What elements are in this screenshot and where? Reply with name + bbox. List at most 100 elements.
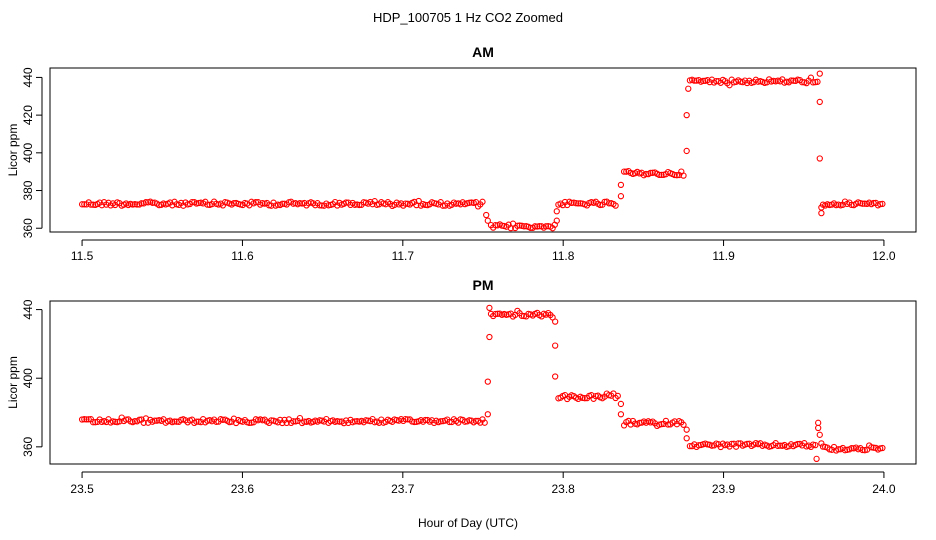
- data-point: [520, 223, 528, 230]
- data-point: [518, 312, 525, 319]
- data-point: [422, 201, 429, 209]
- x-tick-label: 11.9: [712, 249, 735, 263]
- data-point: [577, 200, 584, 207]
- data-point: [492, 310, 499, 318]
- data-point: [437, 418, 444, 425]
- data-point: [89, 419, 97, 426]
- data-point: [680, 421, 687, 428]
- data-point: [656, 171, 663, 179]
- x-tick-label: 24.0: [872, 482, 896, 496]
- data-point: [193, 418, 200, 425]
- y-tick-label: 440: [21, 67, 35, 87]
- data-point: [553, 208, 560, 215]
- y-tick-label: 380: [21, 180, 35, 200]
- data-point: [658, 420, 665, 428]
- data-point: [812, 78, 819, 86]
- data-point: [818, 204, 825, 211]
- y-tick-label: 400: [21, 142, 35, 162]
- data-point: [486, 304, 493, 312]
- data-point: [597, 201, 604, 209]
- data-segment: [620, 167, 687, 179]
- data-point: [274, 201, 282, 208]
- data-point: [879, 200, 886, 208]
- y-axis-label: Licor ppm: [6, 356, 20, 409]
- data-point: [531, 223, 539, 230]
- data-point: [81, 416, 88, 423]
- data-points: [78, 70, 886, 232]
- data-point: [290, 418, 297, 425]
- data-point: [776, 442, 784, 449]
- data-point: [614, 392, 621, 400]
- data-segment: [686, 439, 819, 451]
- data-point: [138, 200, 145, 207]
- data-point: [579, 394, 586, 402]
- data-point: [89, 201, 97, 208]
- data-segment: [620, 417, 687, 430]
- data-point: [617, 400, 625, 408]
- data-point: [647, 169, 654, 177]
- data-point: [877, 200, 884, 208]
- data-point: [452, 200, 460, 207]
- data-point: [642, 170, 650, 178]
- x-axis-label: Hour of Day (UTC): [418, 516, 518, 530]
- data-segment: [686, 74, 821, 89]
- data-point: [728, 440, 735, 448]
- data-point: [617, 193, 625, 200]
- data-point: [151, 417, 158, 424]
- data-point: [279, 200, 286, 207]
- data-point: [816, 431, 823, 438]
- data-point: [787, 77, 795, 84]
- panel-title: PM: [473, 277, 494, 293]
- data-point: [552, 373, 559, 380]
- data-point: [617, 181, 625, 189]
- data-point: [301, 418, 308, 425]
- data-point: [816, 98, 823, 106]
- data-point: [848, 201, 855, 209]
- data-point: [552, 342, 559, 349]
- data-point: [484, 378, 491, 385]
- data-point: [617, 411, 625, 418]
- data-point: [818, 440, 825, 447]
- panel-title: AM: [472, 44, 494, 60]
- data-segment: [487, 307, 556, 321]
- data-point: [552, 318, 559, 325]
- data-point: [859, 446, 866, 454]
- data-point: [815, 424, 822, 432]
- data-point: [268, 417, 275, 424]
- pm-panel: PM Licor ppm 23.5 23.6 23.7 23.8 23.9 24.0 360 40…: [6, 277, 917, 496]
- data-point: [219, 416, 227, 423]
- data-point: [481, 419, 488, 426]
- data-points: [78, 304, 886, 463]
- data-point: [818, 209, 825, 217]
- data-point: [815, 419, 822, 426]
- data-point: [816, 155, 823, 162]
- data-segment: [487, 220, 558, 232]
- x-tick-label: 11.6: [231, 249, 254, 263]
- data-point: [774, 442, 782, 450]
- data-point: [85, 416, 92, 423]
- data-point: [466, 199, 473, 206]
- plot-frame: [49, 300, 917, 465]
- data-point: [809, 79, 817, 86]
- x-tick-label: 23.8: [552, 482, 576, 496]
- data-point: [92, 419, 99, 426]
- data-point: [848, 445, 855, 452]
- data-point: [798, 79, 806, 86]
- data-point: [316, 202, 323, 209]
- am-panel: AM Licor ppm 11.5 11.6 11.7 11.8 11.9 12.0 360 38…: [6, 44, 917, 263]
- data-point: [861, 200, 868, 207]
- data-point: [683, 111, 690, 119]
- data-point: [483, 211, 490, 219]
- data-point: [492, 222, 499, 229]
- data-point: [213, 418, 220, 425]
- data-point: [816, 70, 823, 77]
- data-point: [484, 411, 491, 418]
- data-point: [814, 78, 821, 85]
- data-point: [149, 199, 156, 206]
- data-segment: [819, 198, 886, 209]
- data-point: [78, 416, 86, 423]
- data-point: [649, 169, 656, 176]
- data-point: [351, 201, 359, 208]
- data-point: [484, 217, 491, 224]
- y-tick-label: 440: [21, 299, 35, 319]
